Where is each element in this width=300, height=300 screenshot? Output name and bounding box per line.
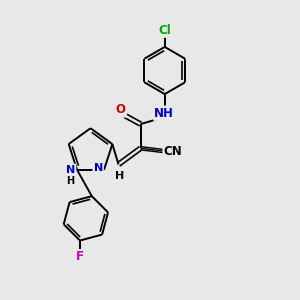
- Text: CN: CN: [164, 145, 182, 158]
- Text: H: H: [67, 176, 75, 186]
- Text: N: N: [94, 163, 103, 173]
- Text: O: O: [116, 103, 126, 116]
- Text: N: N: [66, 165, 75, 175]
- Text: F: F: [76, 250, 84, 263]
- Text: Cl: Cl: [158, 24, 171, 37]
- Text: NH: NH: [154, 107, 174, 120]
- Text: H: H: [115, 171, 124, 181]
